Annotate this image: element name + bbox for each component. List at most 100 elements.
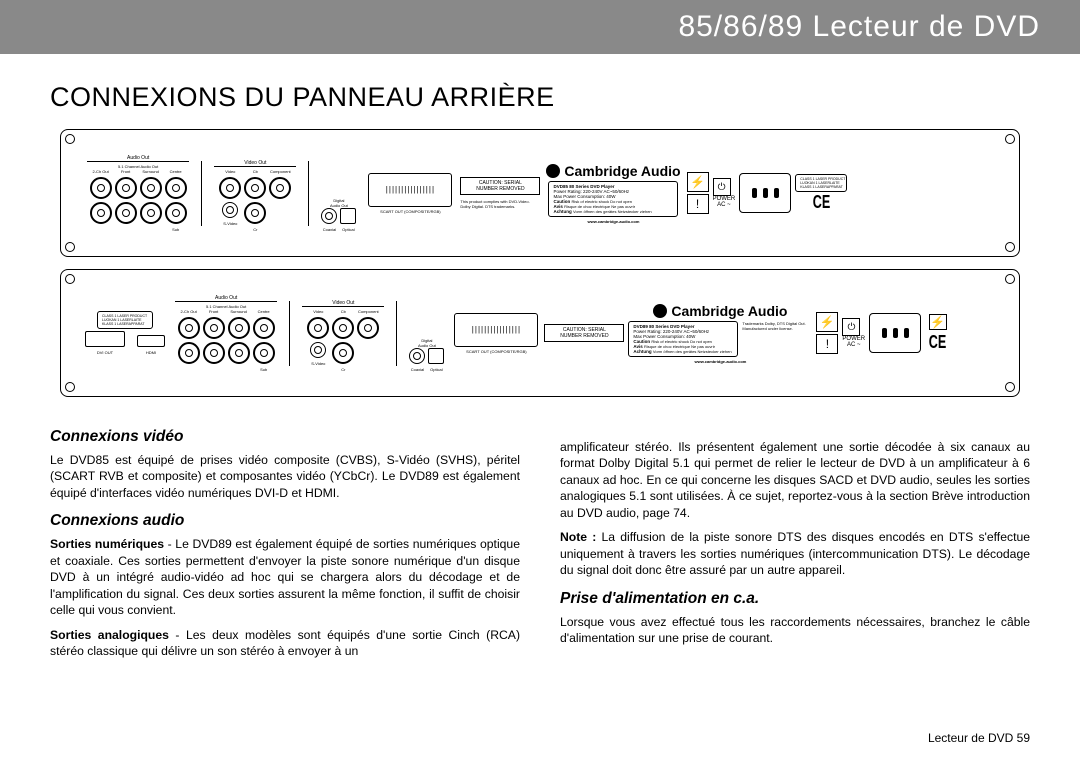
laser-label-89: CLASS 1 LASER PRODUCT LUOKAN 1 LASERLAIT… <box>97 311 153 329</box>
bold-digital: Sorties numériques <box>50 537 164 551</box>
label-2ch: 2-Ch Out <box>93 169 109 174</box>
label-digital-out: Digital Audio Out <box>330 198 348 208</box>
l89-sub: Sub <box>260 367 267 372</box>
label-cb: Cb <box>253 169 258 174</box>
act89: Vorm öffnen des gerätes Netzstecker zieh… <box>653 349 732 354</box>
para-right1: amplificateur stéréo. Ils présentent éga… <box>560 439 1030 521</box>
ac-text: AC ~ <box>717 202 731 208</box>
iec-inlet <box>739 173 791 213</box>
website: www.cambridge-audio.com <box>588 219 640 224</box>
header-bar: 85/86/89 Lecteur de DVD <box>0 0 1080 54</box>
rca-front-l <box>115 177 137 199</box>
fine-print-89: Trademarks Dolby, DTS Digital Out. Manuf… <box>742 321 812 357</box>
label-front: Front <box>121 169 130 174</box>
para-power: Lorsque vous avez effectué tous les racc… <box>560 614 1030 647</box>
port-89-coax <box>409 348 425 364</box>
scart-89: |||||||||||||||| <box>454 313 538 347</box>
caution-serial: CAUTION: SERIAL NUMBER REMOVED <box>460 177 540 195</box>
rca-89-centre <box>253 317 275 339</box>
label-scart-89: SCART OUT (COMPOSITE/RGB) <box>466 349 526 354</box>
brand-text: Cambridge Audio <box>564 163 680 179</box>
l89-dig: Digital Audio Out <box>418 338 436 348</box>
label-video: Video <box>225 169 235 174</box>
label-dvi: DVI OUT <box>97 350 113 355</box>
fine-print: This product complies with DVD-Video. Do… <box>460 199 540 209</box>
warning-caution-icon: ! <box>687 194 709 214</box>
l89-cb: Cb <box>341 309 346 314</box>
label-optical: Optical <box>342 227 354 232</box>
label-surround: Surround <box>142 169 158 174</box>
rca-surr-l <box>140 177 162 199</box>
ce-mark: CE <box>812 192 830 213</box>
port-89-opt <box>428 348 444 364</box>
port-coaxial <box>321 208 337 224</box>
iec-inlet-89 <box>869 313 921 353</box>
label-video-out: Video Out <box>214 160 296 167</box>
rca-89-cb <box>332 317 354 339</box>
label-centre: Centre <box>170 169 182 174</box>
bold-analog: Sorties analogiques <box>50 628 169 642</box>
para-right2: Note : La diffusion de la piste sonore D… <box>560 529 1030 578</box>
page-footer: Lecteur de DVD 59 <box>928 731 1030 745</box>
rca-video <box>219 177 241 199</box>
port-svideo <box>222 202 238 218</box>
rca-89-cr <box>332 342 354 364</box>
rca-89-surr-r <box>228 342 250 364</box>
info-model-89: DVD89 80 Series DVD Player Power Rating:… <box>628 321 738 357</box>
rca-2ch-l <box>90 177 112 199</box>
port-dvi <box>85 331 125 347</box>
l89-comp: Component <box>358 309 379 314</box>
panel-dvd85: Audio Out 5.1 Channel Audio Out 2-Ch Out… <box>60 129 1020 257</box>
rca-89-2ch-r <box>178 342 200 364</box>
rca-sub <box>165 202 187 224</box>
label-coax: Coaxial <box>323 227 336 232</box>
rca-89-surr-l <box>228 317 250 339</box>
info-model: DVD85 80 Series DVD Player Power Rating:… <box>548 181 678 217</box>
rca-89-front-r <box>203 342 225 364</box>
rca-cb <box>244 177 266 199</box>
l89-sv: S-Video <box>311 361 325 366</box>
l89-centre: Centre <box>258 309 270 314</box>
brand-text-89: Cambridge Audio <box>671 303 787 319</box>
heading-video: Connexions vidéo <box>50 427 520 448</box>
label-video-out-89: Video Out <box>302 300 384 307</box>
scart-port: |||||||||||||||| <box>368 173 452 207</box>
l89-coax: Coaxial <box>411 367 424 372</box>
para-video: Le DVD85 est équipé de prises vidéo comp… <box>50 452 520 501</box>
l89-front: Front <box>209 309 218 314</box>
brand-logo-89: Cambridge Audio <box>653 303 787 319</box>
label-hdmi: HDMI <box>146 350 156 355</box>
port-hdmi <box>137 335 165 347</box>
label-svideo: S-Video <box>223 221 237 226</box>
warning-caution-icon-89: ! <box>816 334 838 354</box>
rear-panels-figure: Audio Out 5.1 Channel Audio Out 2-Ch Out… <box>0 129 1080 397</box>
heading-audio: Connexions audio <box>50 511 520 532</box>
para-audio1: Sorties numériques - Le DVD89 est égalem… <box>50 536 520 618</box>
label-scart: SCART OUT (COMPOSITE/RGB) <box>380 209 440 214</box>
txt-note: La diffusion de la piste sonore DTS des … <box>560 530 1030 577</box>
laser-label: CLASS 1 LASER PRODUCT LUOKAN 1 LASERLAIT… <box>795 174 847 192</box>
rca-89-front-l <box>203 317 225 339</box>
header-title: 85/86/89 Lecteur de DVD <box>678 10 1040 44</box>
l89-opt: Optical <box>430 367 442 372</box>
ce-mark-89: CE <box>929 332 947 353</box>
rca-y <box>269 177 291 199</box>
rca-89-y <box>357 317 379 339</box>
l89-cr: Cr <box>341 367 345 372</box>
bold-note: Note : <box>560 530 596 544</box>
website-89: www.cambridge-audio.com <box>694 359 746 364</box>
l89-2ch: 2-Ch Out <box>181 309 197 314</box>
rca-89-video <box>307 317 329 339</box>
rca-2ch-r <box>90 202 112 224</box>
rca-89-2ch-l <box>178 317 200 339</box>
rca-front-r <box>115 202 137 224</box>
left-column: Connexions vidéo Le DVD85 est équipé de … <box>50 417 520 668</box>
c-de-t: Vorm öffnen des gerätes Netzstecker zieh… <box>573 209 652 214</box>
c-de: Achtung <box>553 209 571 214</box>
power-label-89: ⏻POWERAC ~ <box>842 318 865 348</box>
label-cr: Cr <box>253 227 257 232</box>
warning-voltage-icon: ⚡ <box>687 172 709 192</box>
ac89: Achtung <box>633 349 651 354</box>
label-audio-out-89: Audio Out <box>175 295 277 302</box>
l89-video: Video <box>313 309 323 314</box>
